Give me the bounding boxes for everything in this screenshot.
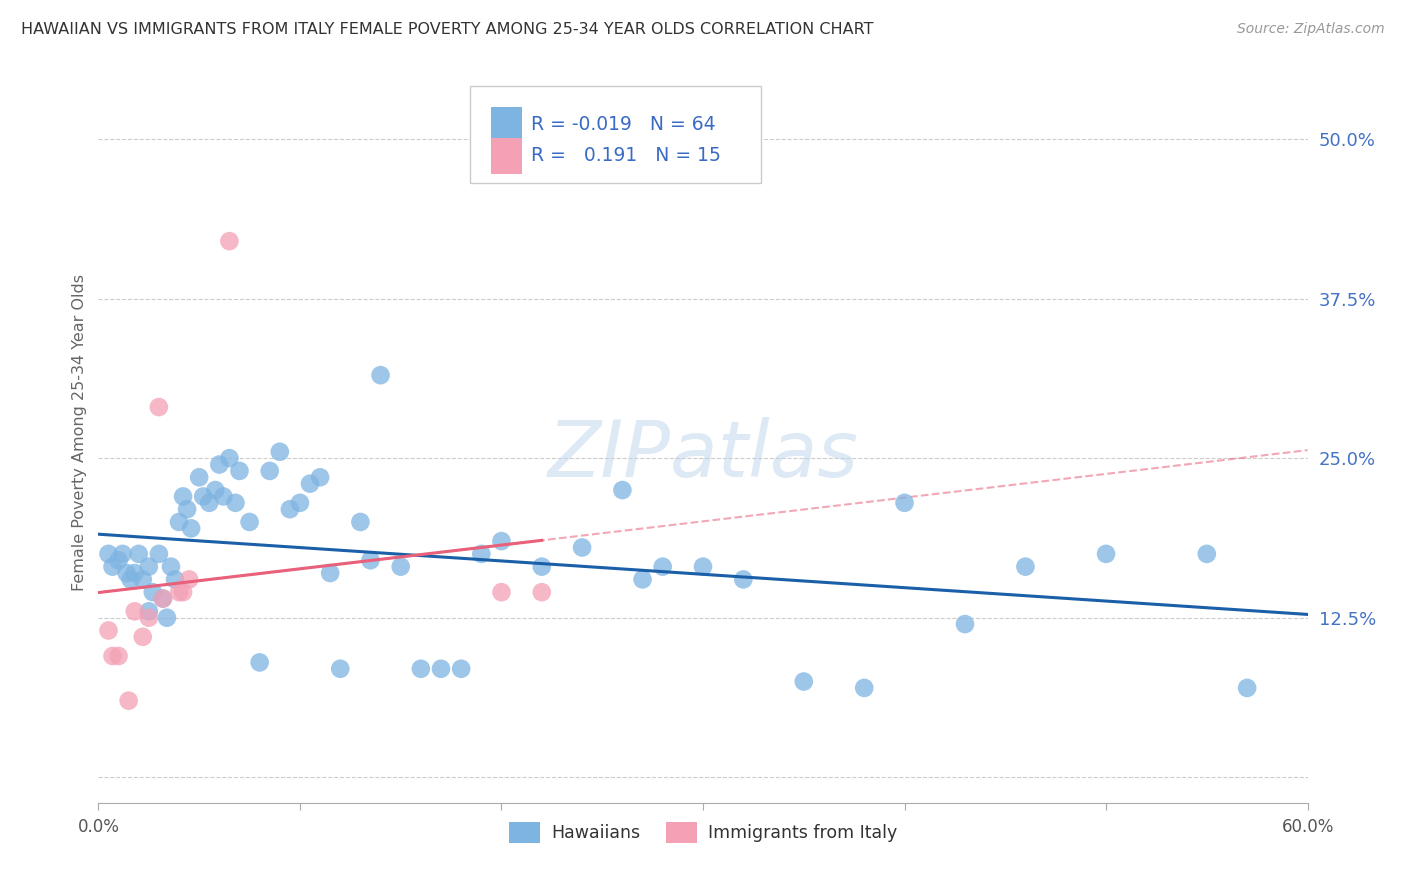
Point: [853, 681, 876, 695]
Point: [138, 604, 160, 618]
Point: [212, 490, 235, 504]
Text: Source: ZipAtlas.com: Source: ZipAtlas.com: [1237, 22, 1385, 37]
Point: [193, 490, 215, 504]
Point: [160, 559, 183, 574]
Point: [389, 559, 412, 574]
Point: [180, 521, 202, 535]
Point: [176, 502, 198, 516]
Point: [111, 547, 134, 561]
Point: [152, 591, 174, 606]
Point: [228, 464, 250, 478]
Point: [124, 566, 146, 580]
Point: [571, 541, 593, 555]
FancyBboxPatch shape: [470, 87, 761, 183]
Point: [491, 585, 513, 599]
Point: [224, 496, 246, 510]
Point: [115, 566, 138, 580]
Point: [249, 656, 271, 670]
Point: [128, 547, 150, 561]
Point: [172, 585, 194, 599]
Point: [692, 559, 714, 574]
Point: [1236, 681, 1258, 695]
Point: [651, 559, 673, 574]
Point: [218, 234, 240, 248]
Point: [329, 662, 352, 676]
FancyBboxPatch shape: [492, 107, 522, 142]
Point: [218, 451, 240, 466]
Point: [156, 611, 179, 625]
Point: [259, 464, 281, 478]
Point: [1095, 547, 1118, 561]
Point: [733, 573, 755, 587]
Text: R =   0.191   N = 15: R = 0.191 N = 15: [531, 146, 721, 165]
Point: [612, 483, 634, 497]
Point: [631, 573, 654, 587]
Point: [893, 496, 915, 510]
Point: [167, 515, 190, 529]
Point: [148, 400, 170, 414]
Point: [319, 566, 342, 580]
Point: [299, 476, 322, 491]
Point: [97, 547, 120, 561]
Point: [953, 617, 976, 632]
Point: [118, 694, 141, 708]
Point: [188, 470, 211, 484]
Point: [491, 534, 513, 549]
Point: [179, 573, 201, 587]
Point: [450, 662, 472, 676]
Point: [148, 547, 170, 561]
Point: [288, 496, 311, 510]
Point: [138, 611, 160, 625]
Y-axis label: Female Poverty Among 25-34 Year Olds: Female Poverty Among 25-34 Year Olds: [72, 274, 87, 591]
Point: [409, 662, 432, 676]
Point: [470, 547, 492, 561]
Legend: Hawaiians, Immigrants from Italy: Hawaiians, Immigrants from Italy: [502, 814, 904, 850]
Point: [132, 630, 155, 644]
Point: [163, 573, 186, 587]
Point: [1195, 547, 1218, 561]
Point: [101, 648, 124, 663]
Point: [204, 483, 226, 497]
Point: [430, 662, 453, 676]
Point: [132, 573, 155, 587]
Point: [198, 496, 221, 510]
Point: [1014, 559, 1036, 574]
Point: [208, 458, 231, 472]
Point: [239, 515, 262, 529]
Point: [530, 585, 553, 599]
Point: [167, 585, 190, 599]
Point: [142, 585, 165, 599]
Point: [793, 674, 815, 689]
Point: [360, 553, 382, 567]
Point: [97, 624, 120, 638]
Point: [107, 553, 129, 567]
Point: [138, 559, 160, 574]
Point: [530, 559, 553, 574]
Point: [120, 573, 142, 587]
Point: [107, 648, 129, 663]
Point: [269, 444, 291, 458]
Point: [309, 470, 332, 484]
Text: R = -0.019   N = 64: R = -0.019 N = 64: [531, 115, 716, 134]
Point: [124, 604, 146, 618]
Point: [278, 502, 301, 516]
Point: [172, 490, 194, 504]
Point: [370, 368, 392, 383]
Text: ZIPatlas: ZIPatlas: [547, 417, 859, 493]
Point: [101, 559, 124, 574]
Text: HAWAIIAN VS IMMIGRANTS FROM ITALY FEMALE POVERTY AMONG 25-34 YEAR OLDS CORRELATI: HAWAIIAN VS IMMIGRANTS FROM ITALY FEMALE…: [21, 22, 873, 37]
Point: [349, 515, 371, 529]
FancyBboxPatch shape: [492, 138, 522, 174]
Point: [152, 591, 174, 606]
